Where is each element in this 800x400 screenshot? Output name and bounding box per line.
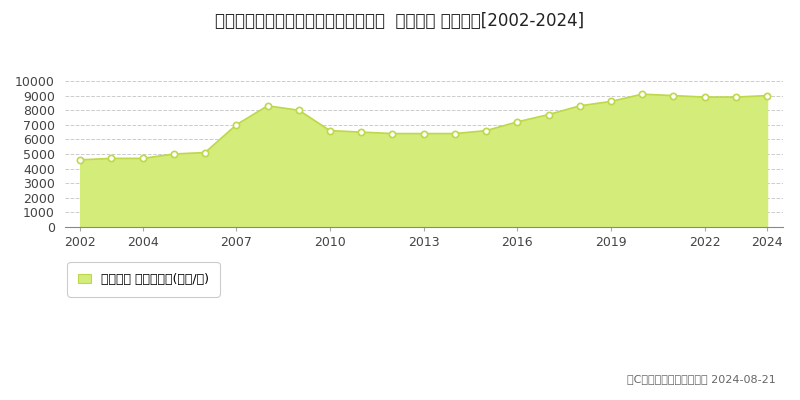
Text: （C）土地価格ドットコム 2024-08-21: （C）土地価格ドットコム 2024-08-21 xyxy=(627,374,776,384)
Text: 東京都千代田区大手町１丁目３番３外  地価公示 地価推移[2002-2024]: 東京都千代田区大手町１丁目３番３外 地価公示 地価推移[2002-2024] xyxy=(215,12,585,30)
Legend: 地価公示 平均坊単価(万円/坊): 地価公示 平均坊単価(万円/坊) xyxy=(71,265,216,293)
